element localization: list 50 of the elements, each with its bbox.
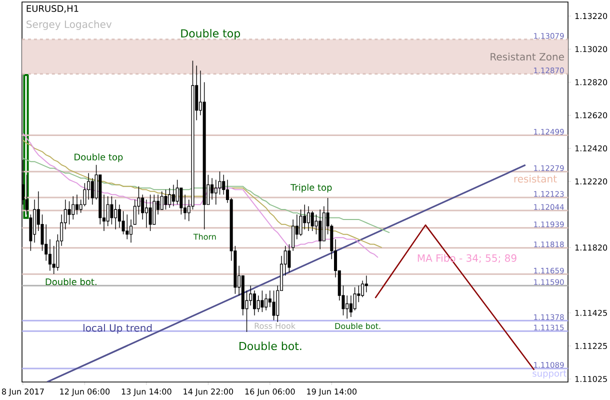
text: 1.13220	[575, 13, 608, 20]
text: 1.13020	[575, 46, 608, 52]
candlestick	[114, 199, 118, 230]
candlestick	[33, 199, 36, 243]
candlestick	[118, 204, 121, 228]
candlestick	[264, 294, 268, 311]
x-tick-label: 14 Jun 22:00	[184, 388, 234, 396]
annotation: Thorn	[193, 234, 216, 240]
text: Sergey Logachev	[26, 20, 112, 30]
annotation: support	[532, 370, 567, 378]
text: 1.11820	[575, 244, 608, 251]
x-tick-label: 16 Jun 06:00	[245, 388, 295, 396]
annotation: Triple top	[290, 184, 332, 193]
candlestick	[361, 280, 364, 298]
annotation: Double top	[74, 153, 123, 162]
text: 1.11025	[575, 376, 607, 382]
text: 1.12220	[575, 178, 608, 184]
candlestick	[130, 219, 133, 243]
annotation: Double bot.	[46, 278, 96, 286]
text: 1.11425	[575, 310, 607, 316]
candlestick	[252, 290, 256, 316]
text: 1.11225	[575, 342, 607, 349]
candlestick	[172, 184, 175, 207]
x-tick-label: 13 Jun 14:00	[122, 388, 172, 396]
candlestick	[75, 194, 78, 215]
text: 1.12620	[575, 112, 608, 118]
candlestick	[141, 194, 144, 220]
text: 1.12820	[575, 79, 608, 86]
candlestick	[292, 219, 295, 252]
x-tick-label: 8 Jun 2017	[2, 388, 44, 396]
candlestick	[202, 82, 206, 230]
candlestick	[90, 178, 94, 205]
candlestick	[346, 295, 349, 320]
candlestick	[48, 238, 52, 272]
annotation: Double bot.	[240, 342, 302, 350]
chart-title: EURUSD,H1	[26, 5, 78, 13]
candlestick	[307, 206, 310, 232]
annotation: Double bot.	[335, 322, 380, 330]
candlestick	[144, 199, 148, 228]
annotation: Double top	[181, 28, 240, 40]
annotation: resistant	[514, 174, 557, 183]
candlestick	[168, 188, 172, 208]
band-label: Resistant Zone	[490, 52, 564, 61]
candlestick	[318, 209, 322, 250]
candlestick	[349, 295, 352, 318]
x-tick-label: 12 Jun 06:00	[60, 388, 110, 396]
x-tick-label: 19 Jun 14:00	[307, 388, 357, 396]
annotation: local Up trend	[84, 324, 152, 334]
text: 1.12420	[575, 145, 608, 152]
annotation: Ross Hook	[254, 322, 296, 329]
